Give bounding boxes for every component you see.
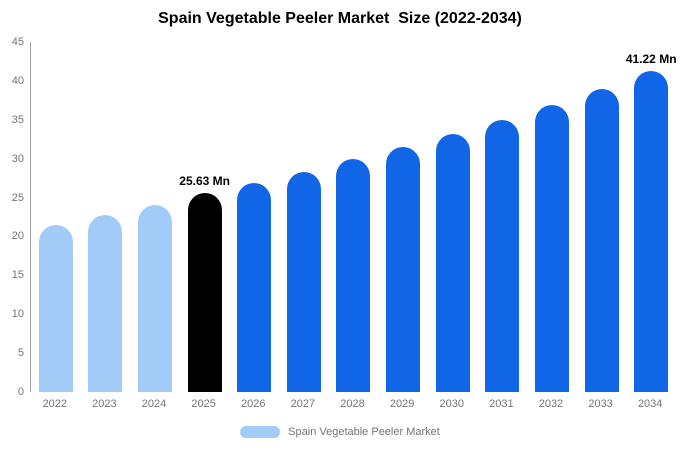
bar-2027 xyxy=(286,171,321,392)
bar-2023 xyxy=(88,214,123,392)
y-axis-tick-label: 25 xyxy=(11,191,24,204)
x-axis-tick-label-2033: 2033 xyxy=(588,398,613,410)
x-axis-tick-label-2024: 2024 xyxy=(141,398,167,410)
plot-area: 25.63 Mn 41.22 Mn xyxy=(30,42,677,392)
bar-2026 xyxy=(237,182,272,392)
bar-column-2023 xyxy=(81,42,131,392)
x-axis-tick-label-2034: 2034 xyxy=(637,398,663,410)
legend-swatch xyxy=(240,426,281,438)
bar-column-2034: 41.22 Mn xyxy=(625,42,677,392)
chart-title: Spain Vegetable Peeler Market Size (2022… xyxy=(158,10,522,27)
bar-column-2026 xyxy=(229,42,279,392)
bar-column-2022 xyxy=(31,42,81,392)
x-axis-tick-label-2030: 2030 xyxy=(439,398,464,410)
x-axis-tick-label-2031: 2031 xyxy=(489,398,514,410)
bar-column-2033 xyxy=(577,42,627,392)
bar-2022 xyxy=(38,224,73,392)
x-axis-tick-label-2025: 2025 xyxy=(191,398,216,410)
bar-2024 xyxy=(138,204,173,392)
legend: Spain Vegetable Peeler Market xyxy=(0,426,680,438)
x-axis-tick-label-2022: 2022 xyxy=(42,398,68,410)
bar-value-label-2025: 25.63 Mn xyxy=(179,173,230,188)
bar-2030 xyxy=(435,133,470,392)
bar-value-label-2034: 41.22 Mn xyxy=(625,52,677,67)
bar-column-2028 xyxy=(329,42,379,392)
x-axis-tick-label-2026: 2026 xyxy=(241,398,266,410)
bar-2025 xyxy=(187,192,222,392)
y-axis-tick-label: 0 xyxy=(17,386,24,398)
y-axis-tick-label: 20 xyxy=(11,230,24,243)
bar-column-2024 xyxy=(130,42,180,392)
bar-2031 xyxy=(485,119,520,392)
x-axis-tick-label-2032: 2032 xyxy=(538,398,564,410)
bar-2033 xyxy=(584,89,619,392)
bar-column-2027 xyxy=(279,42,329,392)
bar-column-2031 xyxy=(478,42,528,392)
bar-2028 xyxy=(336,159,371,392)
bar-column-2030 xyxy=(428,42,478,392)
x-axis: 2022 2023 2024 2025 2026 2027 2028 2029 2030 2031… xyxy=(30,398,675,414)
x-axis-tick-label-2029: 2029 xyxy=(389,398,415,410)
x-axis-tick-label-2023: 2023 xyxy=(92,398,117,410)
y-axis-tick-label: 40 xyxy=(11,74,24,87)
bar-2032 xyxy=(534,105,569,392)
y-axis-tick-label: 10 xyxy=(11,308,24,321)
y-axis-tick-label: 5 xyxy=(17,347,24,360)
bar-column-2025: 25.63 Mn xyxy=(179,42,230,392)
y-axis-tick-label: 45 xyxy=(11,36,24,48)
x-axis-tick-label-2027: 2027 xyxy=(290,398,316,410)
x-axis-tick-label-2028: 2028 xyxy=(340,398,365,410)
bar-2034 xyxy=(634,71,669,392)
legend-label: Spain Vegetable Peeler Market xyxy=(288,426,440,438)
y-axis-tick-label: 30 xyxy=(11,152,24,165)
y-axis: 0 5 10 15 20 25 30 35 40 45 xyxy=(0,36,26,398)
bar-2029 xyxy=(386,147,421,392)
bar-column-2029 xyxy=(378,42,428,392)
bar-column-2032 xyxy=(527,42,577,392)
y-axis-tick-label: 15 xyxy=(11,269,24,282)
y-axis-tick-label: 35 xyxy=(11,113,24,126)
